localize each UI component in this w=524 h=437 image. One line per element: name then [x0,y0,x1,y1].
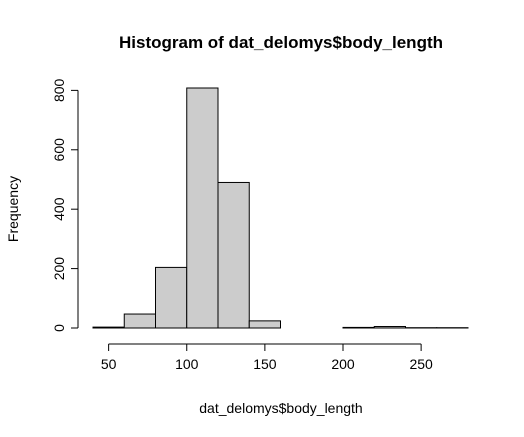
y-tick-label-800: 800 [51,78,67,102]
y-tick-label-200: 200 [51,257,67,281]
x-tick-label-50: 50 [101,356,117,372]
x-axis-label: dat_delomys$body_length [199,400,362,416]
histogram-bar-120-140 [217,181,250,329]
x-tick-label-150: 150 [253,356,277,372]
x-tick-label-250: 250 [409,356,433,372]
histogram-bar-60-80 [123,313,156,329]
histogram-bar-100-120 [186,87,219,329]
bars-group [92,87,469,329]
y-axis: 0 200 400 600 800 [51,78,79,332]
histogram-bar-40-60 [92,326,125,329]
y-tick-label-400: 400 [51,197,67,221]
y-tick-label-0: 0 [51,324,67,332]
histogram-bar-80-100 [155,266,188,329]
histogram-bar-200-220 [342,326,375,329]
histogram-bar-140-160 [248,320,281,329]
x-tick-label-200: 200 [331,356,355,372]
y-tick-label-600: 600 [51,138,67,162]
chart-title: Histogram of dat_delomys$body_length [119,33,443,52]
histogram-bar-220-240 [373,326,406,329]
x-axis: 50 100 150 200 250 [101,343,433,372]
x-tick-label-100: 100 [175,356,199,372]
y-axis-label: Frequency [5,176,21,242]
